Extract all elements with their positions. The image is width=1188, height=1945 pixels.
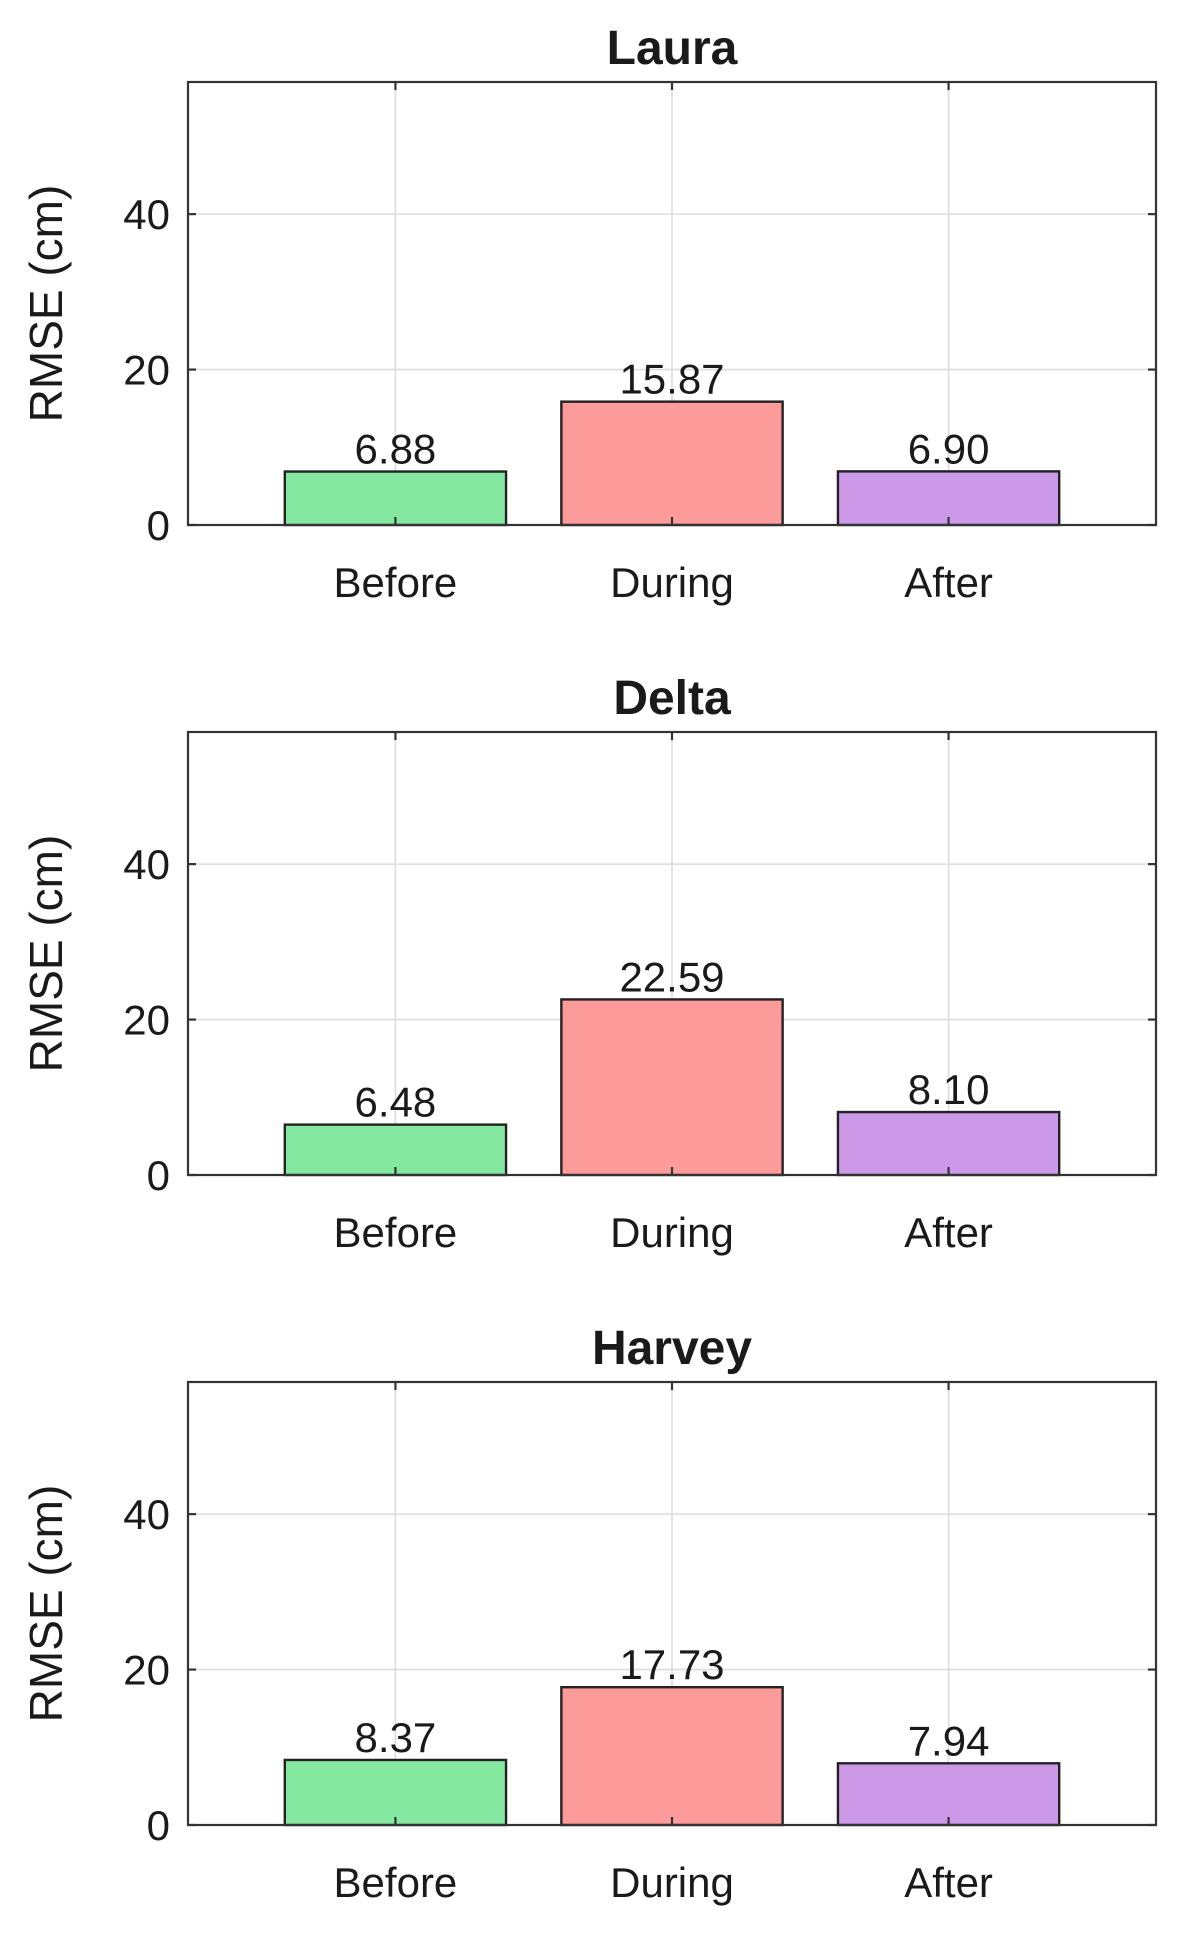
- x-tick-label: During: [610, 1209, 734, 1256]
- bar-during: [560, 1686, 784, 1827]
- y-tick-label: 0: [147, 1802, 170, 1849]
- x-tick-label: During: [610, 559, 734, 606]
- y-tick-label: 20: [123, 347, 170, 394]
- y-tick-label: 20: [123, 1647, 170, 1694]
- chart-panel-harvey: Harvey 8.37 17.73 7.94 Before During After 0 20 4…: [20, 1322, 1158, 1906]
- y-axis-label: RMSE (cm): [20, 835, 72, 1073]
- data-label: 6.90: [908, 425, 990, 472]
- x-tick-label: During: [610, 1859, 734, 1906]
- bar-after: [836, 1110, 1061, 1177]
- x-tick-label: Before: [334, 1209, 458, 1256]
- data-label: 8.10: [908, 1066, 990, 1113]
- chart-title: Harvey: [592, 1322, 752, 1375]
- data-label: 17.73: [619, 1641, 724, 1688]
- data-label: 6.88: [355, 426, 437, 473]
- y-tick-label: 20: [123, 997, 170, 1044]
- y-tick-label: 40: [123, 841, 170, 888]
- chart-title: Laura: [607, 22, 738, 75]
- chart-panel-laura: Laura 6.88 15.87 6.90 Before During After 0 20 40…: [20, 22, 1158, 606]
- x-tick-label: After: [904, 1859, 993, 1906]
- y-tick-label: 40: [123, 191, 170, 238]
- y-tick-label: 40: [123, 1491, 170, 1538]
- bar-before: [283, 1123, 508, 1177]
- bar-after: [836, 1762, 1061, 1827]
- y-axis-label: RMSE (cm): [20, 1485, 72, 1723]
- bar-before: [283, 1758, 508, 1827]
- x-tick-label: Before: [334, 1859, 458, 1906]
- x-tick-label: Before: [334, 559, 458, 606]
- bar-before: [283, 470, 508, 527]
- data-label: 15.87: [619, 356, 724, 403]
- bar-during: [560, 998, 784, 1177]
- data-label: 7.94: [908, 1717, 990, 1764]
- y-axis-label: RMSE (cm): [20, 185, 72, 423]
- y-tick-label: 0: [147, 502, 170, 549]
- bar-during: [560, 400, 784, 527]
- chart-panel-delta: Delta 6.48 22.59 8.10 Before During After 0 20 40…: [20, 672, 1158, 1256]
- data-label: 6.48: [355, 1079, 437, 1126]
- x-tick-label: After: [904, 559, 993, 606]
- bar-after: [836, 470, 1061, 527]
- data-label: 22.59: [619, 953, 724, 1000]
- chart-title: Delta: [613, 672, 731, 725]
- data-label: 8.37: [355, 1714, 437, 1761]
- x-tick-label: After: [904, 1209, 993, 1256]
- y-tick-label: 0: [147, 1152, 170, 1199]
